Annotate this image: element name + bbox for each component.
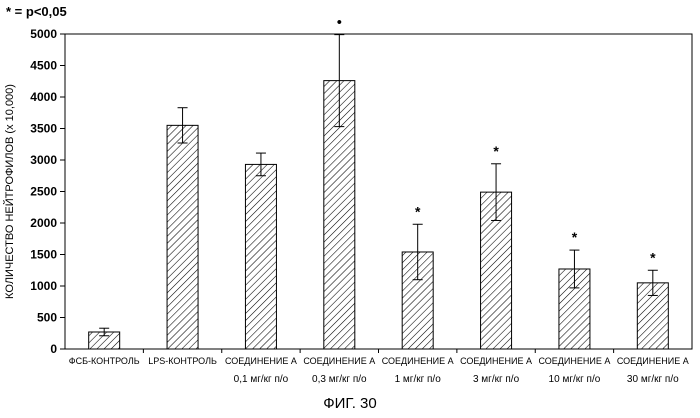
significance-mark: * [650,249,656,265]
y-tick-label: 5000 [30,27,57,41]
x-category-label: LPS-КОНТРОЛЬ [148,356,217,366]
x-dose-label: 10 мг/кг п/о [549,374,601,385]
x-category-label: СОЕДИНЕНИЕ А [382,356,454,366]
bar [245,164,276,349]
bar [167,125,198,349]
x-category-label: ФСБ-КОНТРОЛЬ [69,356,140,366]
x-dose-label: 0,3 мг/кг п/о [312,374,367,385]
y-tick-label: 2000 [30,216,57,230]
y-tick-label: 1000 [30,279,57,293]
y-tick-label: 4000 [30,90,57,104]
y-tick-label: 0 [50,342,57,356]
y-tick-label: 3000 [30,153,57,167]
x-category-label: СОЕДИНЕНИЕ А [617,356,689,366]
significance-mark: * [572,229,578,245]
x-category-label: СОЕДИНЕНИЕ А [539,356,611,366]
significance-mark: * [415,203,421,219]
x-dose-label: 30 мг/кг п/о [627,374,679,385]
significance-mark: * [493,143,499,159]
figure-caption: ФИГ. 30 [0,395,700,412]
x-category-label: СОЕДИНЕНИЕ А [225,356,297,366]
x-category-label: СОЕДИНЕНИЕ А [303,356,375,366]
plot-frame [65,34,692,349]
x-category-label: СОЕДИНЕНИЕ А [460,356,532,366]
y-tick-label: 4500 [30,59,57,73]
y-tick-label: 500 [37,311,57,325]
y-tick-label: 2500 [30,185,57,199]
x-dose-label: 0,1 мг/кг п/о [234,374,289,385]
x-dose-label: 1 мг/кг п/о [395,374,442,385]
y-tick-label: 1500 [30,248,57,262]
y-axis-label: КОЛИЧЕСТВО НЕЙТРОФИЛОВ (x 10,000) [3,84,16,299]
plot-area: 0 500 1000 1500 2000 2500 3000 3500 4000 4500 5000… [3,14,692,385]
y-tick-label: 3500 [30,122,57,136]
x-dose-label: 3 мг/кг п/о [473,374,520,385]
significance-mark: • [337,14,342,30]
